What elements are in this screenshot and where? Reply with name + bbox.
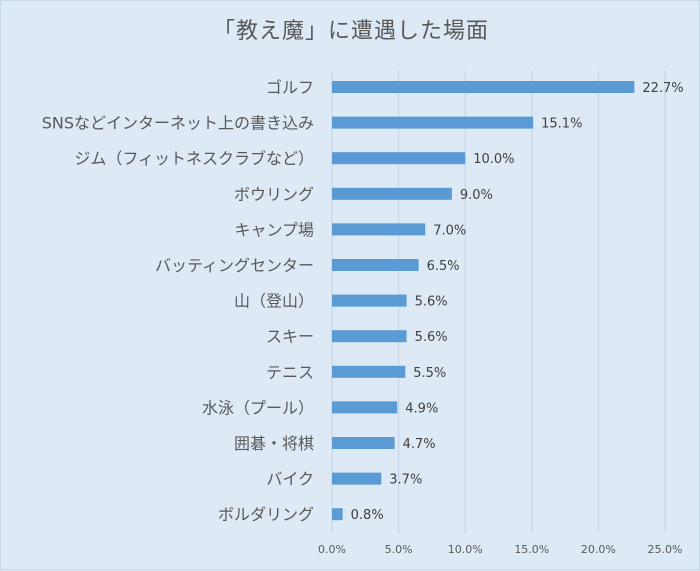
chart-title: 「教え魔」に遭遇した場面 [212,19,489,44]
x-tick-label: 0.0% [318,543,346,556]
data-label: 5.6% [415,330,448,345]
data-label: 10.0% [473,152,514,167]
bar [332,365,406,378]
bar [332,223,426,236]
data-label: 9.0% [460,188,493,203]
category-label: 水泳（プール） [202,398,314,417]
x-tick-label: 10.0% [448,543,483,556]
bar [332,81,635,93]
x-tick-label: 5.0% [385,543,413,556]
bar [332,116,534,129]
category-label: 囲碁・将棋 [234,434,314,453]
data-label: 0.8% [351,508,384,523]
data-label: 15.1% [541,117,582,132]
bar [332,152,466,165]
bar [332,401,398,414]
bar [332,472,382,485]
data-label: 22.7% [642,81,683,96]
category-label: テニス [266,363,314,382]
category-label: キャンプ場 [234,220,314,239]
category-label: スキー [266,327,314,346]
data-label: 5.6% [415,295,448,310]
data-label: 3.7% [389,473,422,488]
data-label: 5.5% [413,366,446,381]
x-tick-label: 25.0% [648,543,683,556]
data-label: 4.9% [405,401,438,416]
x-tick-label: 15.0% [514,543,549,556]
category-label: 山（登山） [234,292,314,311]
bar [332,294,407,307]
bar [332,187,452,200]
x-tick-label: 20.0% [581,543,616,556]
category-label: ボルダリング [218,505,314,524]
bar [332,330,407,343]
data-label: 6.5% [427,259,460,274]
category-label: ゴルフ [266,78,314,97]
data-label: 7.0% [433,223,466,238]
category-label: SNSなどインターネット上の書き込み [42,114,314,133]
bar [332,437,395,449]
data-label: 4.7% [403,437,436,452]
category-label: バイク [266,470,314,489]
category-label: ボウリング [234,185,314,204]
bar [332,259,419,271]
category-label: バッティングセンター [155,256,314,275]
category-label: ジム（フィットネスクラブなど） [74,149,314,168]
bar [332,508,343,521]
